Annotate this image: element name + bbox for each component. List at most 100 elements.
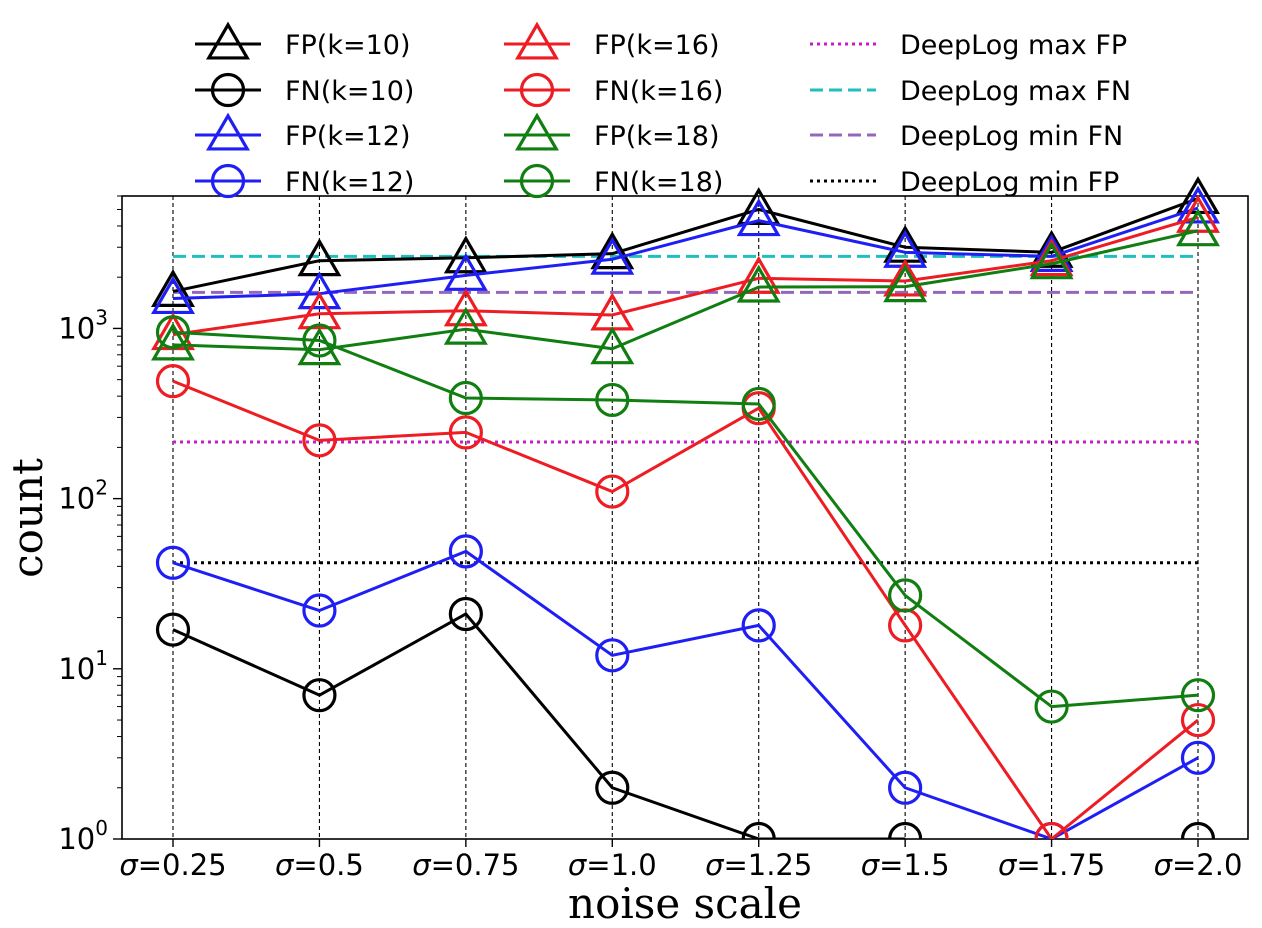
triangle-marker [1176,185,1220,224]
triangle-marker [590,236,635,275]
circle-marker [1034,689,1069,724]
circle-marker [155,364,191,399]
x-axis: σ=0.25 σ=0.5 σ=0.75 σ=1.0 σ=1.25 σ=1.5 σ=1.75 σ… [119,839,1242,882]
x-tick-label: σ=1.75 [998,848,1105,882]
series-line [172,549,1199,839]
plot-frame [121,195,1249,840]
x-tick-label: σ=0.25 [119,848,226,882]
circle-marker [302,678,337,713]
legend-label: FP(k=10) [285,30,411,61]
circle-marker [1180,740,1216,775]
legend-label: DeepLog max FP [900,30,1127,61]
y-tick-label: 100 [58,816,108,856]
triangle-marker [443,306,488,345]
x-tick-label: σ=0.75 [412,848,519,882]
series [155,596,1216,839]
legend-label: DeepLog min FP [900,167,1119,198]
legend-label: FN(k=18) [594,167,723,198]
triangle-marker [736,255,781,294]
x-tick-label: σ=2.0 [1154,848,1243,882]
triangle-marker [590,326,635,365]
circle-marker [302,593,337,628]
legend-label: FN(k=12) [285,167,414,198]
circle-marker [1180,678,1216,713]
triangle-marker [1176,208,1220,247]
circle-marker [155,545,191,580]
circle-marker [519,163,555,199]
legend-label: DeepLog max FN [900,76,1131,107]
legend-label: FP(k=18) [594,121,720,152]
legend-entry: FN(k=16) [504,72,723,108]
legend-entry: DeepLog max FP [810,30,1127,61]
series-line [172,612,906,839]
circle-marker [519,72,555,108]
reference-lines [173,254,1198,565]
triangle-marker [1029,229,1074,268]
triangle-marker [515,112,559,151]
legend-entry: FP(k=10) [195,21,411,61]
legend-label: FP(k=16) [594,30,720,61]
legend-label: FN(k=10) [285,76,414,107]
circle-marker [1034,821,1069,839]
series [155,315,1216,724]
circle-marker [595,474,630,509]
legend-entry: FP(k=18) [504,112,720,152]
circle-marker [1180,702,1216,738]
legend-label: FP(k=12) [285,121,411,152]
triangle-marker [883,258,928,297]
triangle-marker [206,21,250,60]
series [151,185,1220,315]
circle-marker [888,821,923,839]
triangle-marker [736,198,781,237]
x-tick-label: σ=1.5 [861,848,950,882]
circle-marker [595,638,630,673]
circle-marker [741,608,776,643]
circle-marker [595,382,630,418]
triangle-marker [1029,241,1074,280]
series-line [172,215,1199,337]
y-tick-label: 102 [58,476,108,516]
circle-marker [595,770,630,805]
circle-marker [155,612,191,647]
y-axis: 100 101 102 103 [58,195,122,856]
triangle-marker [883,264,928,303]
circle-marker [448,380,483,416]
circle-marker [302,323,337,358]
circle-marker [448,534,483,569]
triangle-marker [297,327,342,366]
x-axis-title: noise scale [568,879,802,928]
circle-marker [448,596,483,632]
legend-entry: DeepLog min FN [810,121,1123,152]
legend: FP(k=10) FN(k=10) FP(k=12) FN(k=12) FP(k=16)… [195,21,1131,199]
triangle-marker [206,112,250,151]
legend-label: DeepLog min FN [900,121,1123,152]
plot-area [121,176,1249,840]
triangle-marker [443,235,488,274]
x-tick-label: σ=1.25 [705,848,812,882]
circle-marker [210,72,246,108]
legend-entry: FP(k=16) [504,21,720,61]
circle-marker [448,415,483,450]
circle-marker [210,163,246,199]
y-axis-title: count [3,458,52,578]
circle-marker [741,386,776,422]
triangle-marker [151,269,195,307]
legend-entry: FN(k=10) [195,72,414,108]
triangle-marker [443,288,488,327]
x-tick-label: σ=1.0 [568,848,657,882]
legend-entry: FN(k=18) [504,163,723,199]
series-layer [151,176,1220,839]
legend-entry: FP(k=12) [195,112,411,152]
circle-marker [888,578,923,613]
legend-label: FN(k=16) [594,76,723,107]
circle-marker [155,315,191,350]
triangle-marker [297,271,342,310]
triangle-marker [590,231,635,270]
circle-marker [302,423,337,458]
series-line [172,197,1199,293]
series-line [172,379,1199,839]
series-line [172,206,1199,300]
y-tick-label: 101 [58,646,108,686]
legend-entry: FN(k=12) [195,163,414,199]
circle-marker [1180,821,1216,839]
